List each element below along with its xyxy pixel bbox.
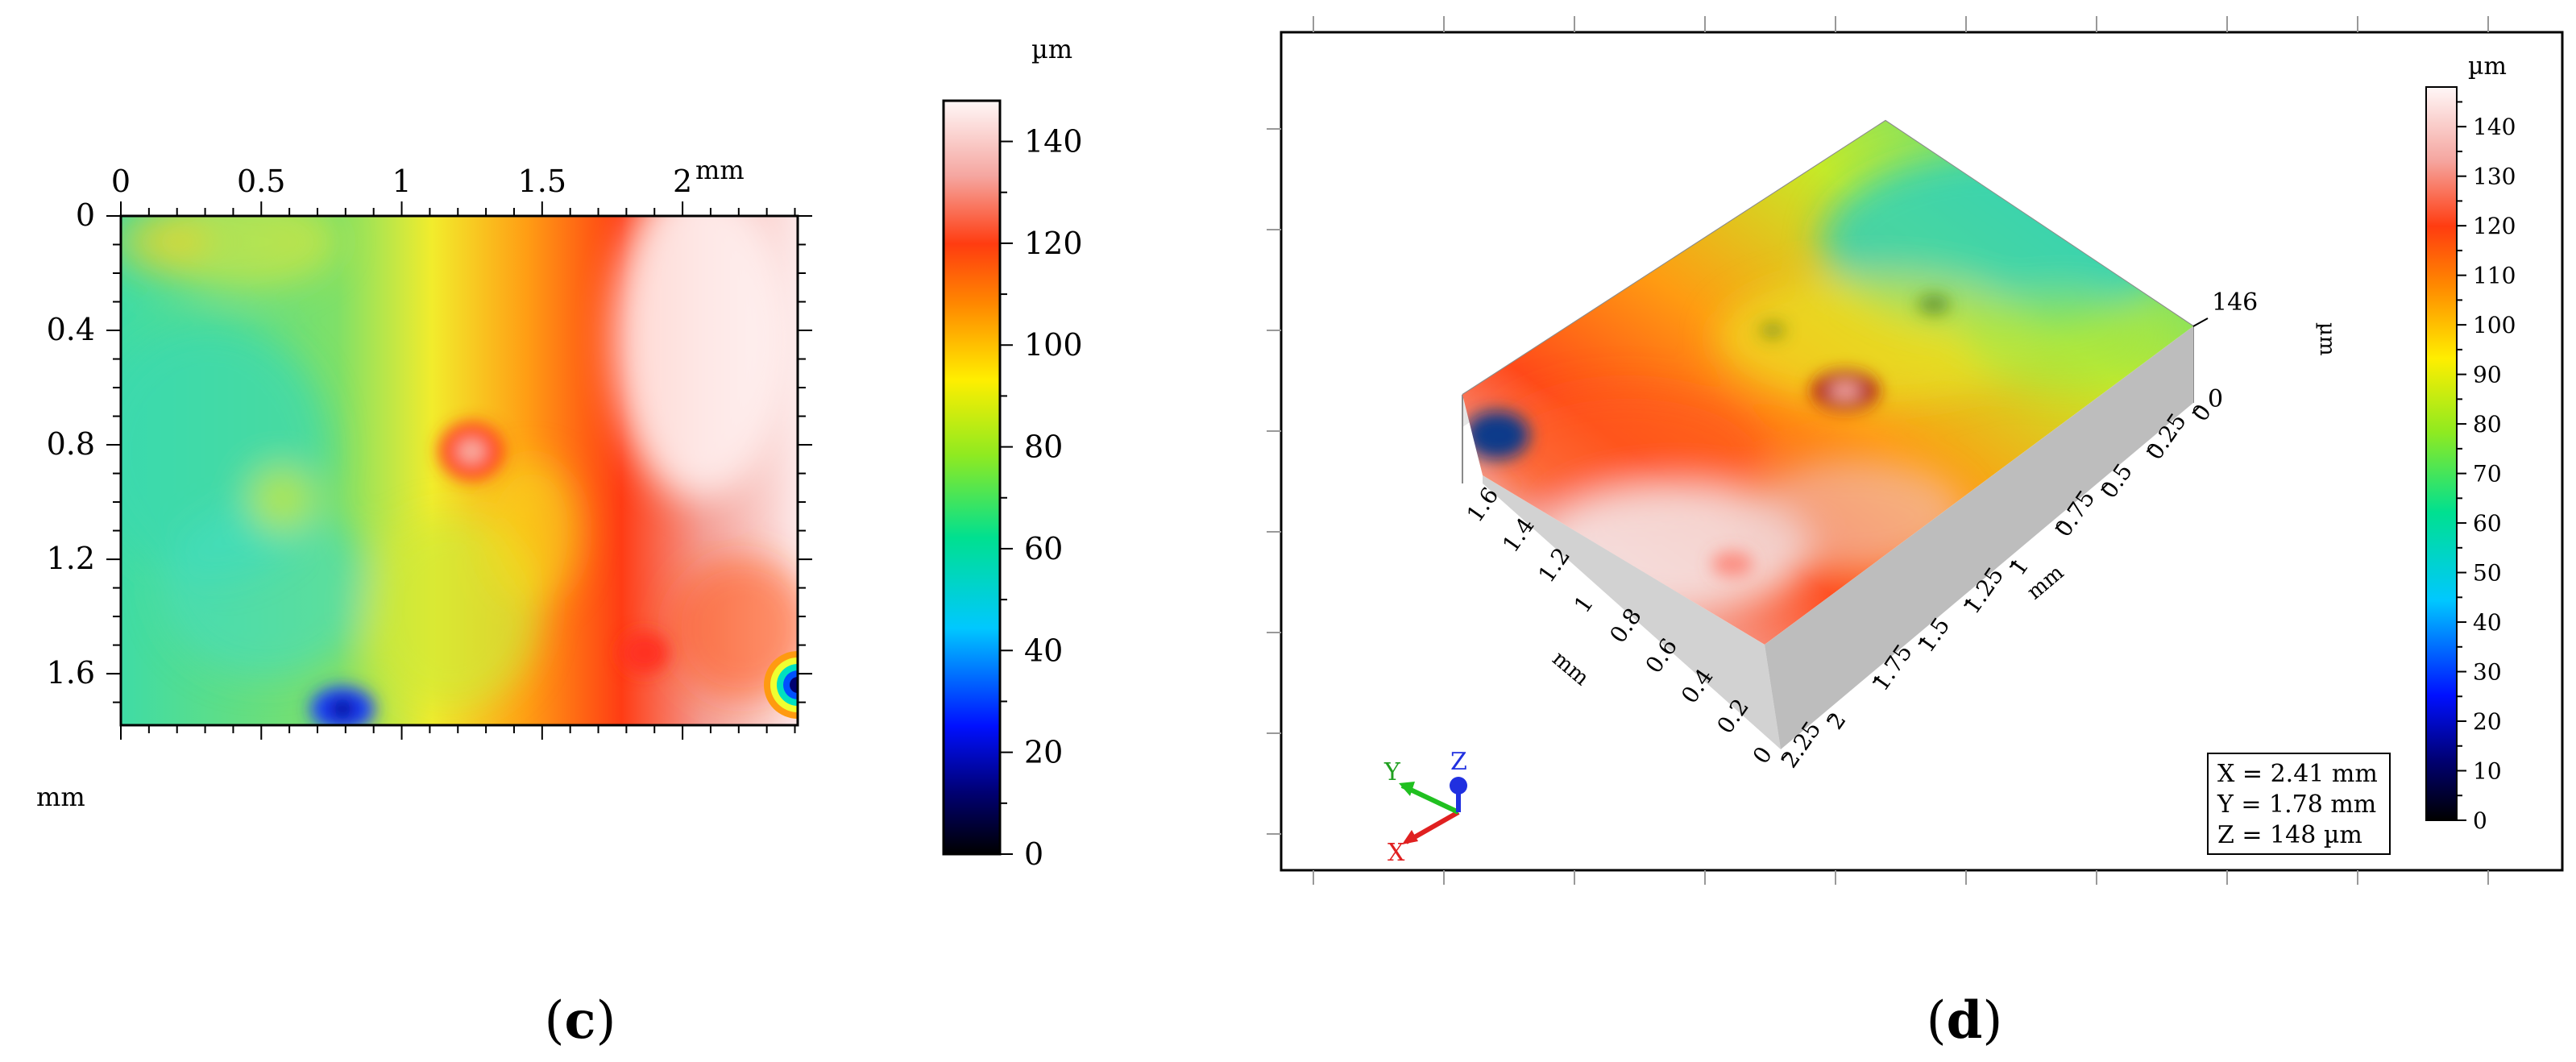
x-tick-label: 0.5 xyxy=(237,164,285,199)
y-tick-label: 0.8 xyxy=(47,426,95,462)
x-tick-label: 1 xyxy=(392,164,411,199)
colorbar-c-label: 0 xyxy=(1024,836,1043,872)
y-tick-label: 0 xyxy=(76,197,95,233)
colorbar-d-label: 110 xyxy=(2473,263,2516,289)
y-tick-label: 0.4 xyxy=(47,312,95,347)
x-tick-mark-d xyxy=(2100,483,2109,492)
colorbar-d-label: 100 xyxy=(2473,312,2516,338)
colorbar-c-label: 20 xyxy=(1024,735,1063,770)
x-tick-mark-d xyxy=(2009,560,2018,568)
colorbar-d-label: 60 xyxy=(2473,510,2502,537)
colorbar-c-label: 140 xyxy=(1024,124,1083,160)
colorbar-d-label: 30 xyxy=(2473,659,2502,686)
heatmap-surface xyxy=(121,216,798,725)
caption-d: (d) xyxy=(1927,990,2003,1051)
colorbar-c: 0 20 40 60 80 100 120 140 µm xyxy=(942,34,1083,872)
x-tick-mark-d xyxy=(1872,675,1881,684)
x-tick-mark-d xyxy=(2192,406,2200,414)
y-tick-label: 1.6 xyxy=(47,655,95,691)
colorbar-d-label: 120 xyxy=(2473,213,2516,239)
x-tick-mark-d xyxy=(2146,445,2155,453)
colorbar-d-label: 140 xyxy=(2473,114,2516,140)
z-axis-unit: µm xyxy=(2315,322,2339,356)
colorbar-d: 0 10 20 30 40 50 60 70 80 90 100 110 120 130 140 µm xyxy=(2425,52,2516,834)
colorbar-d-label: 50 xyxy=(2473,560,2502,587)
triad-x-label: X xyxy=(1388,839,1405,867)
x-tick-label: 0 xyxy=(111,164,131,199)
y-tick-label: 1.2 xyxy=(47,541,95,576)
dimension-readout: X = 2.41 mm Y = 1.78 mm Z = 148 µm xyxy=(2207,753,2391,855)
triad-y-label: Y xyxy=(1383,758,1401,786)
box-front-wall-right xyxy=(1765,326,2193,749)
readout-y: Y = 1.78 mm xyxy=(2217,790,2376,819)
frame-ruler-ticks xyxy=(1267,16,2489,885)
x-tick-label: 2 xyxy=(673,164,692,199)
orientation-triad: X Y Z xyxy=(1383,748,1467,867)
heatmap-x-unit: mm xyxy=(695,155,745,185)
colorbar-c-unit: µm xyxy=(1031,34,1072,64)
box-front-wall-left xyxy=(1483,475,1781,749)
heatmap-y-unit: mm xyxy=(36,782,85,812)
colorbar-c-label: 40 xyxy=(1024,633,1063,668)
colorbar-d-label: 130 xyxy=(2473,164,2516,190)
colorbar-d-label: 90 xyxy=(2473,362,2502,388)
colorbar-d-label: 70 xyxy=(2473,461,2502,487)
heatmap-y-axis: 0 0.4 0.8 1.2 1.6 xyxy=(47,197,812,703)
colorbar-c-label: 120 xyxy=(1024,226,1083,261)
colorbar-d-label: 10 xyxy=(2473,758,2502,785)
x-tick-label: 1.5 xyxy=(518,164,566,199)
colorbar-d-label: 0 xyxy=(2473,807,2487,834)
colorbar-d-label: 40 xyxy=(2473,609,2502,636)
colorbar-d-label: 20 xyxy=(2473,708,2502,735)
readout-x: X = 2.41 mm xyxy=(2217,760,2378,788)
x-tick-mark-d xyxy=(1918,637,1926,645)
readout-z: Z = 148 µm xyxy=(2217,821,2362,849)
x-tick-mark-d xyxy=(2055,521,2063,530)
x-tick-mark-d xyxy=(1963,599,1972,607)
colorbar-d-unit: µm xyxy=(2468,52,2507,81)
z-tick-max: 146 xyxy=(2212,288,2258,317)
heatmap-x-axis: 0 0.5 1 1.5 2 xyxy=(111,164,796,740)
colorbar-c-label: 100 xyxy=(1024,327,1083,363)
colorbar-d-label: 80 xyxy=(2473,411,2502,438)
triad-z-label: Z xyxy=(1450,748,1467,776)
caption-c: (c) xyxy=(545,990,616,1051)
panel-c-heatmap: 0 0.5 1 1.5 2 0 0.4 0.8 1.2 1.6 mm mm 0 20 40 60 80 1… xyxy=(36,34,1083,872)
x-tick-mark-d xyxy=(1826,714,1835,722)
x-tick-mark-d xyxy=(1781,753,1789,761)
colorbar-c-label: 80 xyxy=(1024,429,1063,465)
z-tick-min: 0 xyxy=(2208,385,2223,413)
colorbar-c-label: 60 xyxy=(1024,531,1063,566)
